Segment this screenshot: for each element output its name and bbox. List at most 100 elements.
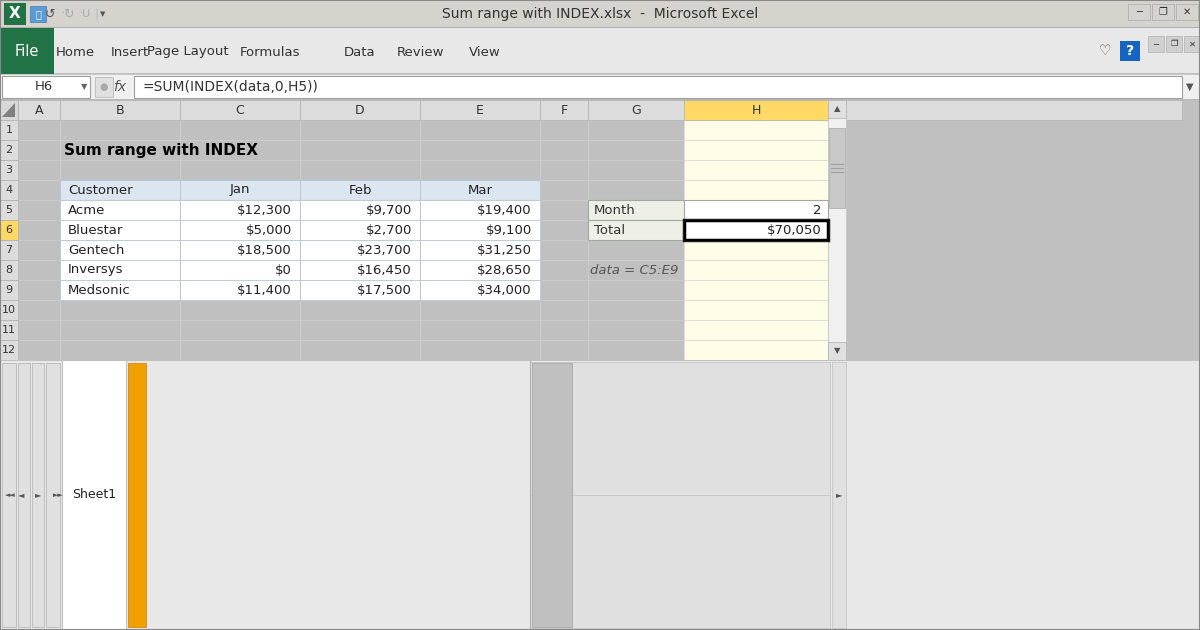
Text: 10: 10 bbox=[2, 305, 16, 315]
Text: $0: $0 bbox=[275, 263, 292, 277]
Text: 1: 1 bbox=[6, 125, 12, 135]
Text: $70,050: $70,050 bbox=[767, 224, 822, 236]
Text: 7: 7 bbox=[6, 245, 12, 255]
Text: Gentech: Gentech bbox=[68, 244, 125, 256]
Bar bbox=[1176, 4, 1198, 20]
Bar bbox=[1148, 36, 1164, 52]
Text: ?: ? bbox=[1126, 44, 1134, 58]
Bar bbox=[1184, 36, 1200, 52]
Bar bbox=[532, 363, 572, 627]
Text: ♡: ♡ bbox=[1099, 44, 1111, 58]
Bar bbox=[0, 160, 18, 180]
Bar bbox=[4, 3, 26, 25]
Text: Mar: Mar bbox=[468, 183, 492, 197]
Bar bbox=[180, 100, 300, 120]
Text: ↻: ↻ bbox=[62, 8, 73, 21]
Text: $17,500: $17,500 bbox=[358, 284, 412, 297]
Bar bbox=[828, 342, 846, 360]
Bar bbox=[60, 100, 180, 120]
Text: Insert: Insert bbox=[110, 45, 149, 59]
Text: Total: Total bbox=[594, 224, 625, 236]
Bar bbox=[0, 360, 1200, 361]
Bar bbox=[0, 74, 1200, 100]
Bar bbox=[684, 120, 828, 360]
Text: A: A bbox=[35, 103, 43, 117]
Bar bbox=[2, 76, 90, 98]
Bar bbox=[0, 0, 1200, 1]
Bar bbox=[684, 220, 828, 239]
Bar bbox=[588, 200, 684, 220]
Text: Formulas: Formulas bbox=[240, 45, 300, 59]
Bar bbox=[0, 220, 18, 240]
Text: 11: 11 bbox=[2, 325, 16, 335]
Text: Bluestar: Bluestar bbox=[68, 224, 124, 236]
Text: ●: ● bbox=[100, 82, 108, 92]
Bar bbox=[0, 200, 18, 220]
Text: |: | bbox=[94, 8, 98, 21]
Text: Month: Month bbox=[594, 203, 636, 217]
Text: Customer: Customer bbox=[68, 183, 133, 197]
Text: C: C bbox=[235, 103, 245, 117]
Text: H6: H6 bbox=[35, 81, 53, 93]
Text: =SUM(INDEX(data,0,H5)): =SUM(INDEX(data,0,H5)) bbox=[142, 80, 318, 94]
Bar bbox=[828, 100, 846, 360]
Bar bbox=[60, 280, 540, 300]
Bar bbox=[0, 0, 1200, 28]
Bar bbox=[0, 99, 1200, 100]
Text: View: View bbox=[469, 45, 500, 59]
Bar bbox=[0, 340, 18, 360]
Bar bbox=[18, 363, 30, 627]
Text: X: X bbox=[10, 6, 20, 21]
Bar bbox=[1120, 41, 1140, 61]
Bar bbox=[828, 100, 1182, 120]
Bar bbox=[588, 220, 684, 240]
Text: $34,000: $34,000 bbox=[478, 284, 532, 297]
Text: $31,250: $31,250 bbox=[478, 244, 532, 256]
Text: 3: 3 bbox=[6, 165, 12, 175]
Text: 9: 9 bbox=[6, 285, 12, 295]
Text: $5,000: $5,000 bbox=[246, 224, 292, 236]
Bar bbox=[60, 240, 540, 260]
Polygon shape bbox=[2, 103, 14, 117]
Bar bbox=[18, 100, 60, 120]
Bar bbox=[1128, 4, 1150, 20]
Text: $16,450: $16,450 bbox=[358, 263, 412, 277]
Bar bbox=[32, 363, 44, 627]
Text: ✕: ✕ bbox=[1188, 40, 1195, 49]
Bar bbox=[2, 363, 16, 627]
Bar bbox=[0, 260, 18, 280]
Bar bbox=[60, 260, 540, 280]
Text: ─: ─ bbox=[1153, 40, 1158, 49]
Bar bbox=[540, 100, 588, 120]
Text: fx: fx bbox=[114, 80, 126, 94]
Bar bbox=[1152, 4, 1174, 20]
Text: E: E bbox=[476, 103, 484, 117]
Bar bbox=[588, 100, 684, 120]
Text: H: H bbox=[751, 103, 761, 117]
Bar bbox=[30, 6, 46, 22]
Bar bbox=[60, 180, 540, 200]
Text: Data: Data bbox=[344, 45, 376, 59]
Text: ❐: ❐ bbox=[1170, 40, 1177, 49]
Bar bbox=[684, 100, 828, 120]
Text: 💾: 💾 bbox=[35, 9, 41, 19]
Text: B: B bbox=[115, 103, 125, 117]
Text: 5: 5 bbox=[6, 205, 12, 215]
Text: ✕: ✕ bbox=[1183, 7, 1192, 17]
Bar bbox=[0, 28, 1200, 74]
Bar bbox=[684, 200, 828, 220]
Text: ▲: ▲ bbox=[834, 105, 840, 113]
Text: Home: Home bbox=[55, 45, 95, 59]
Text: ▼: ▼ bbox=[80, 83, 88, 91]
Text: Acme: Acme bbox=[68, 203, 106, 217]
Bar bbox=[0, 180, 18, 200]
Text: $28,650: $28,650 bbox=[478, 263, 532, 277]
Bar bbox=[0, 73, 1200, 74]
Text: ↺: ↺ bbox=[44, 8, 55, 21]
Bar bbox=[0, 27, 1200, 28]
Bar bbox=[420, 100, 540, 120]
Text: ❐: ❐ bbox=[1159, 7, 1168, 17]
Text: Sheet1: Sheet1 bbox=[72, 488, 116, 501]
Text: Sum range with INDEX: Sum range with INDEX bbox=[64, 142, 258, 158]
Text: data = C5:E9: data = C5:E9 bbox=[590, 263, 678, 277]
